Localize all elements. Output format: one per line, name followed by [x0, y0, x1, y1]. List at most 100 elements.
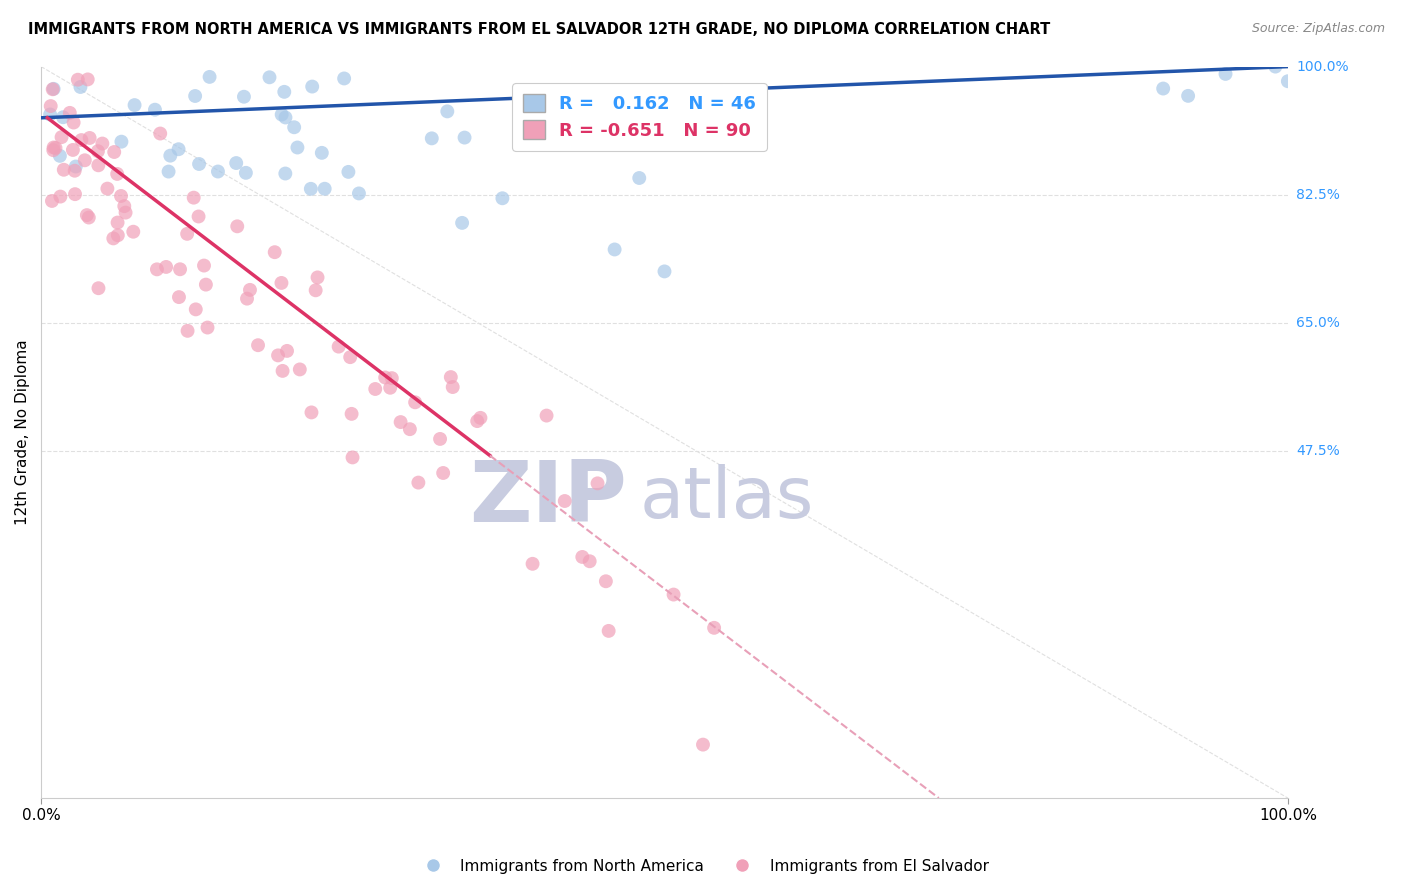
Point: [79, 131, 101, 145]
Point: [69, 80, 91, 95]
Text: 65.0%: 65.0%: [1296, 316, 1340, 330]
Point: [62, 115, 84, 129]
Point: [41, 194, 63, 208]
Point: [311, 145, 333, 160]
Point: [233, 89, 256, 103]
Point: [436, 104, 458, 119]
Point: [571, 549, 593, 564]
Point: [536, 409, 558, 423]
Point: [42, 82, 65, 96]
Point: [273, 85, 295, 99]
Point: [52, 162, 75, 177]
Point: [167, 142, 190, 156]
Point: [87, 158, 110, 172]
Point: [654, 264, 676, 278]
Point: [143, 103, 166, 117]
Point: [628, 171, 651, 186]
Point: [307, 270, 329, 285]
Point: [110, 189, 132, 203]
Point: [51, 130, 73, 145]
Point: [595, 574, 617, 589]
Point: [66, 72, 89, 87]
Point: [107, 216, 129, 230]
Point: [381, 371, 404, 385]
Point: [103, 145, 125, 159]
Point: [176, 227, 198, 241]
Point: [333, 71, 356, 86]
Point: [122, 225, 145, 239]
Point: [380, 381, 402, 395]
Point: [114, 205, 136, 219]
Point: [692, 738, 714, 752]
Point: [107, 228, 129, 243]
Point: [52, 110, 75, 124]
Text: 82.5%: 82.5%: [1296, 187, 1340, 202]
Point: [239, 283, 262, 297]
Point: [491, 191, 513, 205]
Point: [301, 79, 323, 94]
Point: [39, 99, 62, 113]
Text: 100.0%: 100.0%: [1296, 60, 1348, 74]
Text: ZIP: ZIP: [470, 457, 627, 540]
Point: [451, 216, 474, 230]
Text: Source: ZipAtlas.com: Source: ZipAtlas.com: [1251, 22, 1385, 36]
Point: [404, 395, 426, 409]
Point: [301, 405, 323, 419]
Point: [432, 466, 454, 480]
Point: [465, 414, 488, 428]
Point: [103, 231, 125, 245]
Point: [299, 182, 322, 196]
Point: [314, 182, 336, 196]
Point: [1277, 74, 1299, 88]
Point: [197, 320, 219, 334]
Point: [274, 167, 297, 181]
Point: [347, 186, 370, 201]
Point: [49, 189, 72, 203]
Point: [42, 140, 65, 154]
Point: [271, 364, 294, 378]
Point: [41, 82, 63, 96]
Point: [578, 554, 600, 568]
Point: [337, 165, 360, 179]
Point: [91, 136, 114, 151]
Legend: Immigrants from North America, Immigrants from El Salvador: Immigrants from North America, Immigrant…: [411, 853, 995, 880]
Point: [440, 370, 463, 384]
Point: [276, 343, 298, 358]
Point: [96, 181, 118, 195]
Point: [207, 164, 229, 178]
Point: [420, 131, 443, 145]
Point: [105, 167, 128, 181]
Point: [586, 476, 609, 491]
Point: [193, 259, 215, 273]
Point: [283, 120, 305, 135]
Point: [198, 70, 221, 84]
Point: [1152, 81, 1174, 95]
Point: [73, 153, 96, 168]
Point: [328, 340, 350, 354]
Point: [62, 143, 84, 157]
Point: [59, 106, 82, 120]
Point: [63, 187, 86, 202]
Point: [287, 140, 309, 154]
Point: [1264, 60, 1286, 74]
Point: [176, 324, 198, 338]
Point: [429, 432, 451, 446]
Point: [399, 422, 422, 436]
Text: IMMIGRANTS FROM NORTH AMERICA VS IMMIGRANTS FROM EL SALVADOR 12TH GRADE, NO DIPL: IMMIGRANTS FROM NORTH AMERICA VS IMMIGRA…: [28, 22, 1050, 37]
Point: [183, 191, 205, 205]
Point: [44, 141, 66, 155]
Point: [270, 107, 292, 121]
Point: [169, 262, 191, 277]
Point: [259, 70, 281, 85]
Point: [263, 245, 285, 260]
Point: [662, 588, 685, 602]
Point: [188, 157, 211, 171]
Point: [39, 107, 62, 121]
Point: [76, 72, 98, 87]
Point: [598, 624, 620, 638]
Point: [267, 348, 290, 362]
Point: [235, 166, 257, 180]
Point: [76, 208, 98, 222]
Point: [159, 148, 181, 162]
Point: [554, 494, 576, 508]
